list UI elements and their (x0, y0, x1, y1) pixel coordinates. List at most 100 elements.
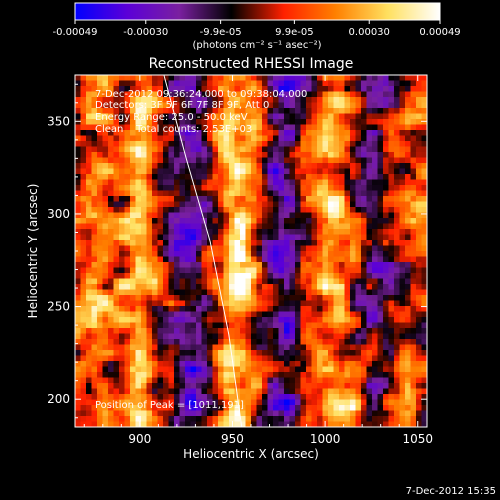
heatmap-cell (234, 256, 241, 263)
heatmap-cell (190, 75, 197, 82)
heatmap-cell (179, 317, 186, 324)
heatmap-cell (152, 421, 159, 427)
heatmap-cell (130, 245, 137, 252)
heatmap-cell (108, 229, 115, 236)
heatmap-cell (251, 91, 258, 98)
heatmap-cell (267, 377, 274, 384)
heatmap-cell (251, 75, 258, 82)
heatmap-cell (124, 405, 131, 412)
heatmap-cell (311, 339, 318, 346)
heatmap-cell (80, 201, 87, 208)
heatmap-cell (410, 295, 417, 302)
heatmap-cell (152, 416, 159, 423)
heatmap-cell (196, 377, 203, 384)
heatmap-cell (190, 124, 197, 131)
heatmap-cell (223, 366, 230, 373)
heatmap-cell (328, 234, 335, 241)
heatmap-cell (234, 196, 241, 203)
heatmap-cell (322, 201, 329, 208)
heatmap-cell (284, 102, 291, 109)
heatmap-cell (157, 229, 164, 236)
heatmap-cell (141, 256, 148, 263)
heatmap-cell (267, 273, 274, 280)
heatmap-cell (317, 410, 324, 417)
heatmap-cell (185, 289, 192, 296)
heatmap-cell (317, 394, 324, 401)
heatmap-cell (135, 240, 142, 247)
heatmap-cell (102, 284, 109, 291)
heatmap-cell (190, 405, 197, 412)
peak-position-label: Position of Peak = [1011,191] (95, 400, 244, 411)
heatmap-cell (190, 344, 197, 351)
heatmap-cell (361, 185, 368, 192)
heatmap-cell (289, 218, 296, 225)
heatmap-cell (108, 366, 115, 373)
heatmap-cell (135, 223, 142, 230)
heatmap-cell (322, 300, 329, 307)
heatmap-cell (361, 350, 368, 357)
heatmap-cell (163, 223, 170, 230)
heatmap-cell (300, 328, 307, 335)
heatmap-cell (388, 196, 395, 203)
heatmap-cell (311, 152, 318, 159)
heatmap-cell (207, 383, 214, 390)
heatmap-cell (394, 278, 401, 285)
heatmap-cell (86, 350, 93, 357)
heatmap-cell (240, 196, 247, 203)
heatmap-cell (295, 251, 302, 258)
heatmap-cell (410, 317, 417, 324)
heatmap-cell (190, 377, 197, 384)
heatmap-cell (229, 179, 236, 186)
heatmap-cell (113, 113, 120, 120)
heatmap-cell (152, 399, 159, 406)
heatmap-cell (91, 339, 98, 346)
heatmap-cell (322, 355, 329, 362)
heatmap-cell (355, 168, 362, 175)
heatmap-cell (212, 97, 219, 104)
heatmap-cell (416, 300, 423, 307)
heatmap-cell (273, 185, 280, 192)
heatmap-cell (405, 234, 412, 241)
heatmap-cell (168, 344, 175, 351)
heatmap-cell (190, 311, 197, 318)
heatmap-cell (223, 306, 230, 313)
heatmap-cell (157, 284, 164, 291)
heatmap-cell (141, 141, 148, 148)
heatmap-cell (152, 284, 159, 291)
heatmap-cell (311, 295, 318, 302)
heatmap-cell (399, 278, 406, 285)
heatmap-cell (421, 372, 427, 379)
heatmap-cell (113, 218, 120, 225)
heatmap-cell (130, 267, 137, 274)
heatmap-cell (75, 333, 82, 340)
heatmap-cell (278, 141, 285, 148)
heatmap-cell (86, 86, 93, 93)
heatmap-cell (212, 157, 219, 164)
heatmap-cell (339, 152, 346, 159)
heatmap-cell (306, 212, 313, 219)
heatmap-cell (97, 394, 104, 401)
x-axis-label: Heliocentric X (arcsec) (183, 447, 319, 461)
heatmap-cell (262, 311, 269, 318)
heatmap-cell (383, 108, 390, 115)
heatmap-cell (102, 119, 109, 126)
heatmap-cell (372, 135, 379, 142)
heatmap-cell (388, 300, 395, 307)
heatmap-cell (295, 383, 302, 390)
heatmap-cell (113, 223, 120, 230)
heatmap-cell (394, 124, 401, 131)
heatmap-cell (240, 289, 247, 296)
heatmap-cell (311, 267, 318, 274)
heatmap-cell (102, 141, 109, 148)
heatmap-cell (289, 185, 296, 192)
heatmap-cell (383, 344, 390, 351)
heatmap-cell (416, 168, 423, 175)
heatmap-cell (168, 146, 175, 153)
heatmap-cell (141, 179, 148, 186)
heatmap-cell (311, 421, 318, 427)
heatmap-cell (124, 212, 131, 219)
heatmap-cell (383, 251, 390, 258)
heatmap-cell (328, 97, 335, 104)
heatmap-cell (124, 229, 131, 236)
heatmap-cell (256, 190, 263, 197)
